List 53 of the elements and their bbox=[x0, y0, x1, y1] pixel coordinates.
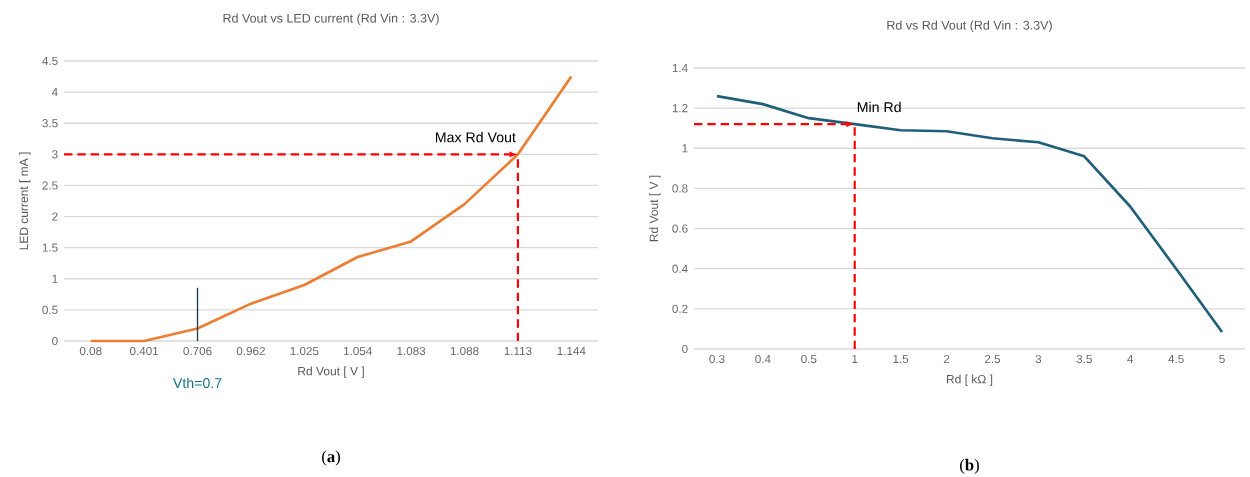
x-tick-label: 0.962 bbox=[236, 346, 265, 356]
x-tick-label: 2.5 bbox=[984, 354, 1001, 364]
x-tick-label: 1 bbox=[852, 354, 858, 363]
y-tick-label: 4 bbox=[51, 88, 58, 97]
x-tick-label: 1.113 bbox=[504, 346, 532, 356]
y-tick-label: 0.6 bbox=[672, 224, 688, 233]
y-tick-label: 2 bbox=[52, 212, 58, 221]
y-tick-label: 4.5 bbox=[42, 56, 58, 66]
x-tick-label: 0.5 bbox=[801, 354, 817, 364]
x-tick-label: 0.3 bbox=[709, 354, 725, 364]
y-axis-title: LED current [ mA ] bbox=[19, 152, 31, 250]
x-tick-label: 0.706 bbox=[183, 346, 212, 356]
x-axis-title: Rd Vout [ V ] bbox=[298, 366, 364, 378]
x-tick-label: 1.083 bbox=[397, 346, 426, 356]
x-tick-label: 0.4 bbox=[755, 354, 771, 364]
y-tick-label: 0 bbox=[52, 336, 58, 346]
annotation: Max Rd Vout bbox=[435, 131, 516, 143]
x-tick-label: 4.5 bbox=[1168, 354, 1184, 364]
y-tick-label: 1 bbox=[682, 144, 688, 153]
y-tick-label: 3.5 bbox=[42, 119, 58, 128]
line-series bbox=[715, 94, 1224, 334]
x-tick-label: 1.088 bbox=[450, 346, 479, 356]
y-axis-title: Rd Vout [ V ] bbox=[649, 175, 661, 242]
ref-line-label: Vth=0.7 bbox=[172, 377, 222, 389]
y-tick-label: 0.8 bbox=[672, 184, 688, 193]
y-tick-label: 0 bbox=[682, 344, 688, 354]
y-tick-label: 1.2 bbox=[672, 104, 688, 113]
line-series bbox=[89, 75, 573, 343]
chart-title: Rd vs Rd Vout (Rd Vin : 3.3V) bbox=[887, 20, 1052, 33]
x-tick-label: 5 bbox=[1219, 354, 1225, 364]
y-tick-label: 1.4 bbox=[672, 63, 688, 73]
x-tick-label: 3.5 bbox=[1076, 354, 1092, 364]
chart-title: Rd Vout vs LED current (Rd Vin : 3.3V) bbox=[223, 13, 439, 26]
y-tick-label: 1.5 bbox=[42, 243, 58, 252]
annotation: Min Rd bbox=[857, 101, 901, 113]
y-tick-label: 0.4 bbox=[672, 264, 688, 273]
x-tick-label: 0.401 bbox=[129, 346, 159, 356]
text: (a) bbox=[322, 450, 340, 466]
y-tick-label: 1 bbox=[52, 274, 58, 283]
x-tick-label: 1.025 bbox=[290, 346, 319, 356]
x-tick-label: 3 bbox=[1035, 354, 1042, 364]
x-tick-label: 2 bbox=[943, 354, 950, 364]
y-tick-label: 0.5 bbox=[42, 305, 58, 314]
y-tick-label: 2.5 bbox=[42, 181, 58, 190]
y-tick-label: 0.2 bbox=[672, 304, 688, 313]
y-tick-label: 3 bbox=[52, 150, 58, 159]
text: (b) bbox=[960, 458, 979, 474]
x-axis-title: Rd [ kΩ ] bbox=[947, 374, 993, 386]
x-tick-label: 1.054 bbox=[344, 346, 372, 356]
x-tick-label: 1.144 bbox=[557, 346, 586, 355]
x-tick-label: 4 bbox=[1127, 354, 1134, 363]
x-tick-label: 1.5 bbox=[893, 354, 909, 364]
x-tick-label: 0.08 bbox=[79, 346, 102, 356]
